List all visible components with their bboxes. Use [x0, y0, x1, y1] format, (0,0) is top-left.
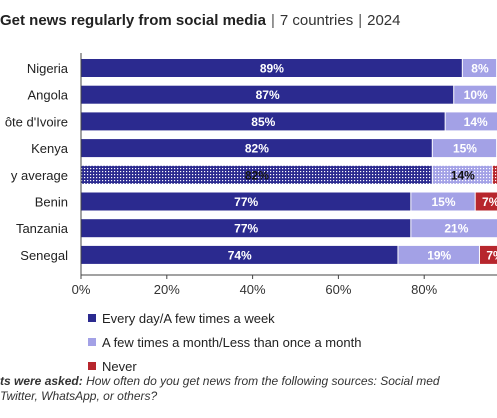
- category-label: Nigeria: [27, 61, 69, 76]
- bar-segment-frequent: [81, 85, 454, 104]
- legend-item-occasional: A few times a month/Less than once a mon…: [88, 330, 361, 354]
- category-label: Tanzania: [16, 221, 69, 236]
- question-footnote: ts were asked: How often do you get news…: [0, 374, 497, 404]
- data-label-never: 7%: [482, 195, 497, 209]
- footnote-line-2: Twitter, WhatsApp, or others?: [0, 389, 158, 403]
- data-label-frequent: 77%: [234, 195, 258, 209]
- category-label: Angola: [28, 88, 69, 103]
- stacked-bar-chart: 89%8%387%10%385%14%82%15%382%14%477%15%7…: [5, 53, 497, 297]
- legend-label-never: Never: [102, 358, 137, 374]
- chart-title: Get news regularly from social media | 7 c…: [0, 12, 401, 29]
- chart-legend: Every day/A few times a week A few times…: [88, 306, 361, 378]
- category-label: Kenya: [31, 141, 69, 156]
- x-tick-label: 20%: [154, 282, 180, 297]
- data-label-frequent: 87%: [256, 88, 280, 102]
- bar-segment-occasional: [462, 59, 497, 77]
- data-label-occasional: 8%: [471, 62, 489, 76]
- bar-segment-occasional: [445, 112, 497, 131]
- data-label-frequent: 82%: [245, 168, 269, 182]
- category-label: Senegal: [20, 248, 68, 263]
- bar-segment-never: [475, 192, 497, 211]
- bar-segment-occasional: [398, 245, 479, 264]
- bar-segment-occasional: [432, 139, 497, 158]
- title-year: 2024: [367, 12, 401, 29]
- data-label-occasional: 14%: [451, 168, 475, 182]
- bar-segment-occasional: [411, 192, 475, 211]
- data-label-occasional: 21%: [444, 222, 468, 236]
- data-label-frequent: 77%: [234, 222, 258, 236]
- chart-title-main: Get news regularly from social media: [0, 12, 266, 29]
- data-label-occasional: 14%: [464, 115, 488, 129]
- data-label-occasional: 19%: [427, 248, 451, 262]
- bar-segment-frequent: [81, 192, 411, 211]
- x-tick-label: 40%: [240, 282, 266, 297]
- legend-swatch-never: [88, 362, 96, 370]
- data-label-never: 7%: [486, 248, 497, 262]
- x-tick-label: 60%: [325, 282, 351, 297]
- x-tick-label: 0%: [72, 282, 91, 297]
- footnote-line-1: ts were asked: How often do you get news…: [0, 374, 497, 389]
- category-label: Benin: [35, 195, 68, 210]
- category-label: y average: [11, 168, 68, 183]
- bar-segment-frequent: [81, 165, 432, 184]
- data-label-occasional: 10%: [464, 88, 488, 102]
- legend-swatch-frequent: [88, 314, 96, 322]
- category-label: ôte d'Ivoire: [5, 114, 68, 129]
- bar-segment-never: [492, 165, 497, 184]
- data-label-occasional: 15%: [431, 195, 455, 209]
- data-label-frequent: 85%: [251, 115, 275, 129]
- title-separator-2: |: [358, 12, 363, 29]
- legend-label-occasional: A few times a month/Less than once a mon…: [102, 334, 362, 350]
- legend-item-frequent: Every day/A few times a week: [88, 306, 361, 330]
- bar-segment-occasional: [454, 85, 497, 104]
- footnote-question: How often do you get news from the follo…: [86, 374, 440, 388]
- bar-segment-frequent: [81, 245, 398, 264]
- bar-segment-occasional: [411, 219, 497, 238]
- bar-segment-never: [479, 245, 497, 264]
- bar-segment-frequent: [81, 59, 462, 77]
- bar-segment-frequent: [81, 139, 432, 158]
- data-label-frequent: 82%: [245, 142, 269, 156]
- legend-swatch-occasional: [88, 338, 96, 346]
- bar-segment-occasional: [432, 165, 492, 184]
- footnote-label: ts were asked:: [0, 374, 83, 388]
- data-label-frequent: 89%: [260, 62, 284, 76]
- legend-label-frequent: Every day/A few times a week: [102, 310, 275, 326]
- data-label-frequent: 74%: [228, 248, 252, 262]
- legend-item-never: Never: [88, 354, 361, 378]
- title-countries: 7 countries: [279, 12, 354, 29]
- title-separator: |: [270, 12, 275, 29]
- x-tick-label: 80%: [411, 282, 437, 297]
- data-label-occasional: 15%: [453, 142, 477, 156]
- bar-segment-frequent: [81, 219, 411, 238]
- bar-segment-frequent: [81, 112, 445, 131]
